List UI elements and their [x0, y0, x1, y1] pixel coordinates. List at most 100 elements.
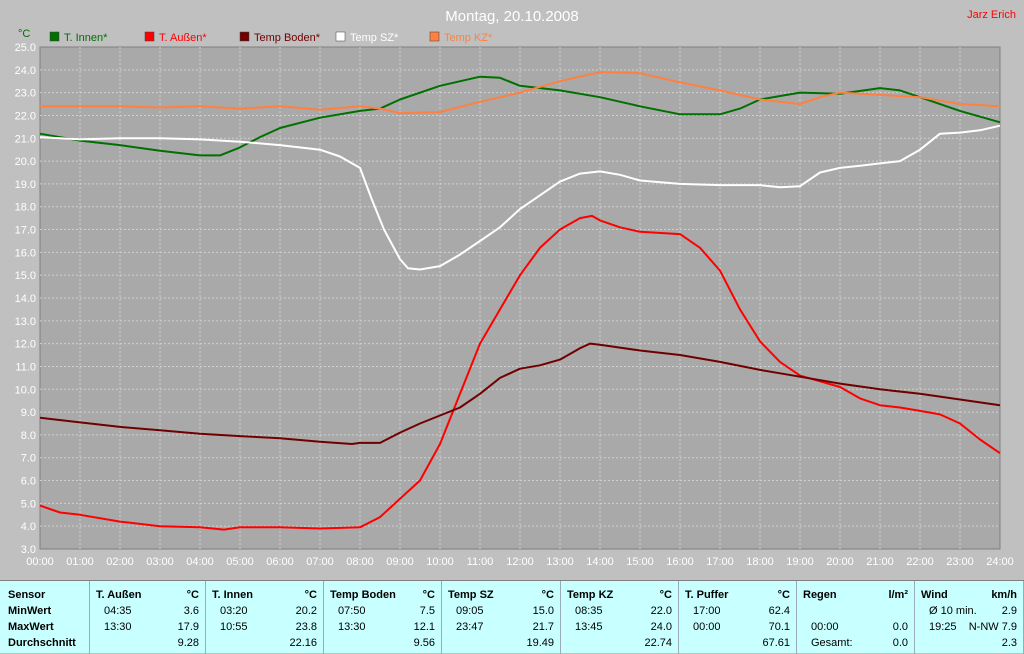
y-tick-label: 8.0	[21, 430, 36, 442]
y-tick-label: 16.0	[15, 247, 36, 259]
y-tick-label: 3.0	[21, 544, 36, 556]
stat-avg-value: 2.3	[1001, 637, 1017, 649]
legend-swatch	[144, 31, 155, 42]
stat-column: T. Puffer °C 17:00 62.4 00:00 70.1 67.61	[679, 581, 797, 654]
stat-header-value: °C	[304, 589, 317, 601]
stat-column: Temp KZ °C 08:35 22.0 13:45 24.0 22.74	[561, 581, 679, 654]
y-tick-label: 25.0	[15, 42, 36, 54]
y-tick-label: 22.0	[15, 110, 36, 122]
y-tick-label: 13.0	[15, 316, 36, 328]
temperature-line-chart: Montag, 20.10.2008 Jarz Erich °C T. Inne…	[15, 8, 1016, 568]
x-tick-label: 09:00	[386, 556, 414, 568]
stat-max-value: 23.8	[295, 621, 317, 633]
x-tick-label: 15:00	[626, 556, 654, 568]
x-tick-label: 01:00	[66, 556, 94, 568]
stat-column: T. Außen °C 04:35 3.6 13:30 17.9 9.28	[90, 581, 206, 654]
stat-header-value: °C	[422, 589, 435, 601]
stat-header-value: l/m²	[888, 589, 908, 601]
stat-avg-value: 0.0	[892, 637, 908, 649]
stat-column: T. Innen °C 03:20 20.2 10:55 23.8 22.16	[206, 581, 324, 654]
y-tick-label: 24.0	[15, 65, 36, 77]
x-tick-label: 05:00	[226, 556, 254, 568]
stat-min-label: 07:50	[338, 605, 366, 617]
stat-max-label: 00:00	[693, 621, 721, 633]
stat-max-value: 17.9	[177, 621, 199, 633]
stat-max-value: 12.1	[413, 621, 435, 633]
x-tick-label: 14:00	[586, 556, 614, 568]
x-tick-label: 03:00	[146, 556, 174, 568]
x-tick-label: 21:00	[866, 556, 894, 568]
x-tick-label: 23:00	[946, 556, 974, 568]
legend-label: T. Außen*	[159, 32, 207, 44]
stat-min-label: Ø 10 min.	[929, 605, 977, 617]
y-tick-label: 18.0	[15, 202, 36, 214]
x-tick-label: 00:00	[26, 556, 54, 568]
stat-max-value: 0.0	[892, 621, 908, 633]
y-tick-label: 10.0	[15, 384, 36, 396]
y-axis-unit: °C	[18, 28, 30, 40]
row-label-sensor: Sensor	[8, 589, 46, 601]
stat-min-value: 22.0	[650, 605, 672, 617]
x-tick-label: 10:00	[426, 556, 454, 568]
y-tick-label: 14.0	[15, 293, 36, 305]
row-labels-column: Sensor MinWert MaxWert Durchschnitt	[0, 581, 90, 654]
legend-swatch	[239, 31, 250, 42]
legend-label: T. Innen*	[64, 32, 108, 44]
x-tick-label: 08:00	[346, 556, 374, 568]
x-tick-label: 07:00	[306, 556, 334, 568]
stat-avg-value: 22.74	[644, 637, 672, 649]
stat-header-value: °C	[186, 589, 199, 601]
stat-min-label: 17:00	[693, 605, 721, 617]
x-tick-label: 17:00	[706, 556, 734, 568]
stat-header-value: °C	[541, 589, 554, 601]
y-tick-label: 17.0	[15, 225, 36, 237]
stat-header-label: T. Innen	[212, 589, 253, 601]
x-tick-label: 02:00	[106, 556, 134, 568]
stat-min-value: 62.4	[768, 605, 790, 617]
stat-column: Temp Boden °C 07:50 7.5 13:30 12.1 9.56	[324, 581, 442, 654]
legend-swatch	[335, 31, 346, 42]
legend-label: Temp KZ*	[444, 32, 493, 44]
series-line-0	[39, 75, 1001, 157]
stat-min-value: 7.5	[419, 605, 435, 617]
row-label-min: MinWert	[8, 605, 52, 617]
stat-column: Wind km/h Ø 10 min. 2.9 19:25 N-NW 7.9 2.3	[915, 581, 1024, 654]
stat-max-value: 70.1	[768, 621, 790, 633]
y-tick-label: 12.0	[15, 339, 36, 351]
y-axis: 3.0 4.0 5.0 6.0 7.0 8.0 9.0 10.0 11.0 12.0 13.0 14.…	[15, 42, 36, 556]
y-tick-label: 23.0	[15, 88, 36, 100]
series-line-1	[39, 214, 1001, 531]
stat-max-label: 13:30	[104, 621, 132, 633]
stat-avg-label: Gesamt:	[811, 637, 853, 649]
stat-header-label: T. Außen	[96, 589, 142, 601]
x-tick-label: 04:00	[186, 556, 214, 568]
author-label: Jarz Erich	[967, 9, 1016, 21]
stat-max-value: N-NW 7.9	[968, 621, 1017, 633]
stat-max-label: 13:45	[575, 621, 603, 633]
x-tick-label: 24:00	[986, 556, 1014, 568]
stat-min-value: 20.2	[295, 605, 317, 617]
series-line-2	[39, 342, 1001, 445]
stat-avg-value: 9.28	[177, 637, 199, 649]
row-label-average: Durchschnitt	[8, 637, 76, 649]
x-tick-label: 20:00	[826, 556, 854, 568]
stat-min-value: 3.6	[183, 605, 199, 617]
series-line-3	[39, 124, 1001, 271]
statistics-table: Sensor MinWert MaxWert Durchschnitt T. A…	[0, 580, 1024, 654]
stat-avg-value: 22.16	[289, 637, 317, 649]
x-tick-label: 13:00	[546, 556, 574, 568]
series-line-4	[40, 71, 1001, 115]
y-tick-label: 11.0	[15, 361, 36, 373]
x-tick-label: 19:00	[786, 556, 814, 568]
stat-header-label: Temp SZ	[448, 589, 494, 601]
x-tick-label: 11:00	[467, 556, 494, 568]
x-tick-label: 06:00	[266, 556, 294, 568]
stat-max-label: 23:47	[456, 621, 484, 633]
x-tick-label: 18:00	[746, 556, 774, 568]
stat-column: Temp SZ °C 09:05 15.0 23:47 21.7 19.49	[442, 581, 561, 654]
y-tick-label: 5.0	[21, 498, 36, 510]
legend-swatch	[49, 31, 60, 42]
stat-min-label: 09:05	[456, 605, 484, 617]
stat-max-label: 13:30	[338, 621, 366, 633]
